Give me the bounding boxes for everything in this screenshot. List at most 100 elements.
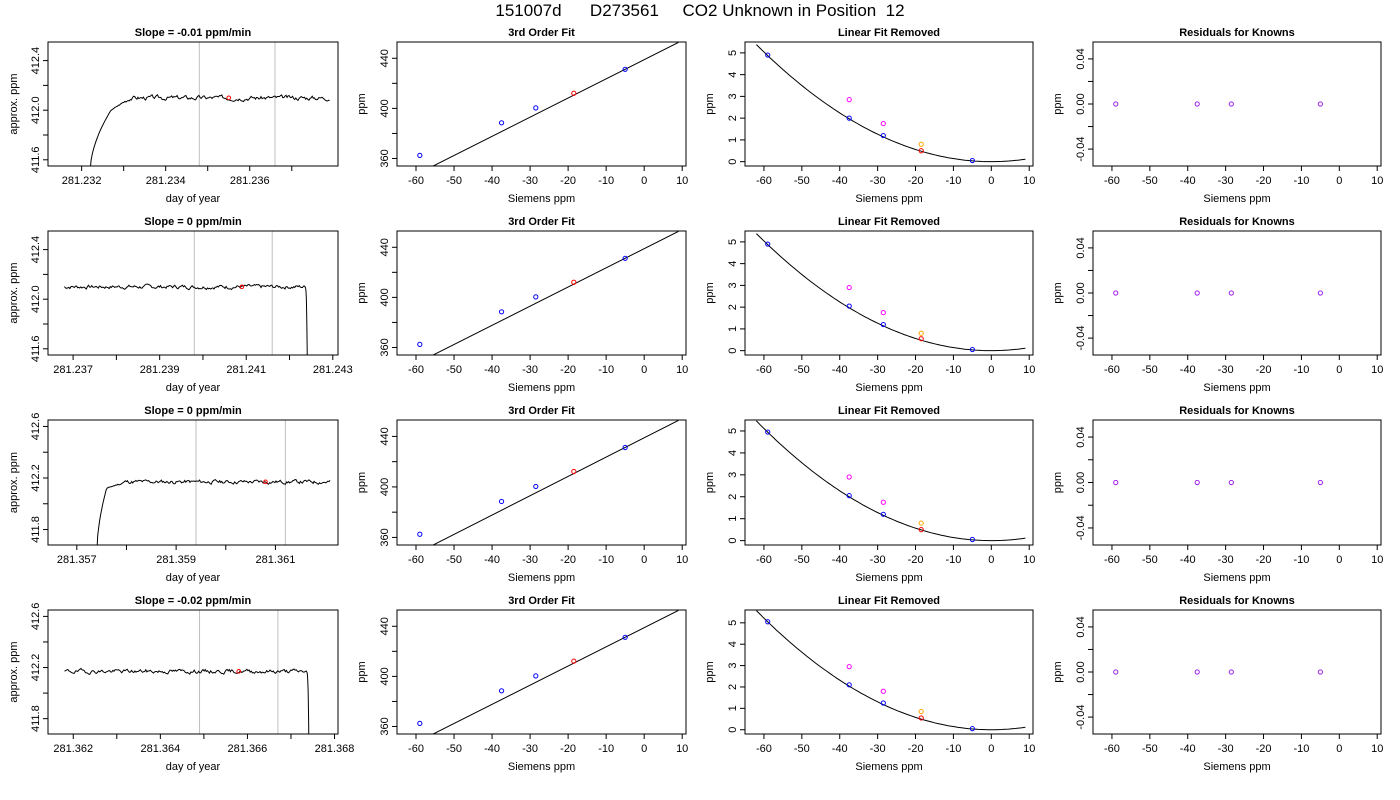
y-tick-label: 412.4 (30, 236, 42, 264)
data-point-purple (1317, 101, 1323, 107)
x-axis-label: Siemens ppm (508, 193, 575, 205)
x-axis-label: Siemens ppm (508, 761, 575, 773)
x-tick-label: -30 (522, 175, 538, 187)
y-tick-label: 0 (727, 159, 739, 165)
x-tick-label: -60 (756, 364, 772, 376)
x-tick-label: -60 (756, 175, 772, 187)
plot-frame (47, 230, 339, 356)
y-tick-label: 400 (379, 99, 391, 117)
data-point-red (571, 90, 577, 96)
data-point-purple (1194, 669, 1200, 675)
x-axis-label: Siemens ppm (1203, 193, 1270, 205)
data-point-purple (1317, 479, 1323, 486)
x-tick-label: 281.243 (313, 364, 353, 376)
x-tick-label: -20 (560, 554, 576, 566)
x-tick-label: -20 (560, 175, 576, 187)
data-point-magenta (880, 499, 886, 505)
data-point-red (918, 527, 924, 533)
plot-frame (396, 609, 687, 735)
data-point-purple (1194, 101, 1200, 107)
y-tick-label: 1 (727, 516, 739, 522)
fit-line (432, 610, 679, 734)
x-tick-label: 281.359 (156, 554, 196, 566)
data-point-purple (1194, 290, 1200, 296)
x-tick-label: -20 (908, 175, 924, 187)
y-tick-label: 5 (727, 620, 739, 626)
x-tick-label: -20 (908, 743, 924, 755)
y-tick-label: 412.2 (30, 464, 42, 492)
plot-frame (1092, 419, 1382, 546)
y-axis-label: ppm (704, 472, 716, 493)
x-tick-label: -10 (1293, 743, 1309, 755)
y-tick-label: 0.04 (1075, 48, 1087, 69)
plot-frame (396, 419, 687, 546)
y-tick-label: 4 (727, 72, 739, 78)
page-title: 151007d D273561 CO2 Unknown in Position … (495, 1, 905, 20)
plot-frame (1092, 609, 1382, 735)
x-tick-label: -60 (408, 554, 424, 566)
chart-title: Linear Fit Removed (838, 27, 940, 39)
x-tick-label: -40 (484, 364, 500, 376)
x-tick-label: -10 (598, 554, 614, 566)
y-tick-label: 4 (727, 450, 739, 456)
y-tick-label: 4 (727, 261, 739, 267)
data-point-blue (846, 682, 852, 688)
x-tick-label: 0 (1336, 364, 1342, 376)
x-tick-label: -10 (1293, 554, 1309, 566)
data-point-blue (498, 309, 505, 315)
chart-title: Residuals for Knowns (1179, 595, 1295, 607)
chart-title: Slope = -0.01 ppm/min (135, 27, 252, 39)
plot-marks (1113, 290, 1323, 296)
chart-title: Slope = 0 ppm/min (144, 216, 242, 228)
y-tick-label: 411.6 (30, 335, 42, 362)
data-point-blue (969, 157, 975, 164)
chart-title: 3rd Order Fit (508, 216, 575, 228)
data-trace-line (64, 283, 308, 355)
x-tick-label: -10 (598, 364, 614, 376)
y-tick-label: -0.04 (1075, 326, 1087, 351)
x-tick-label: 10 (676, 743, 688, 755)
y-axis-label: ppm (1052, 472, 1064, 493)
data-point-purple (1194, 479, 1200, 486)
data-point-blue (417, 341, 423, 347)
y-axis-label: approx. ppm (8, 641, 20, 702)
y-axis-label: ppm (356, 282, 368, 303)
data-point-blue (880, 132, 886, 139)
x-tick-label: -50 (794, 175, 810, 187)
x-tick-label: 10 (1023, 175, 1035, 187)
x-tick-label: 10 (1023, 743, 1035, 755)
x-tick-label: -60 (408, 743, 424, 755)
x-tick-label: 0 (641, 175, 647, 187)
data-point-blue (533, 294, 539, 300)
data-point-blue (498, 498, 505, 505)
x-tick-label: -60 (1104, 554, 1120, 566)
x-tick-label: -40 (1180, 554, 1196, 566)
data-trace-line (90, 94, 330, 166)
y-axis-label: ppm (356, 93, 368, 114)
fit-curve (756, 233, 1026, 352)
y-tick-label: 412.6 (30, 413, 42, 441)
x-tick-label: -30 (1218, 743, 1234, 755)
y-tick-label: 412.0 (30, 96, 42, 124)
y-axis-label: ppm (356, 472, 368, 493)
x-tick-label: -40 (1180, 743, 1196, 755)
x-tick-label: 10 (1371, 175, 1383, 187)
x-axis-label: day of year (166, 382, 221, 394)
y-axis-label: approx. ppm (8, 262, 20, 323)
x-axis-label: Siemens ppm (1203, 382, 1270, 394)
data-point-orange (918, 141, 924, 147)
x-tick-label: -30 (1218, 554, 1234, 566)
x-tick-label: -10 (945, 554, 961, 566)
data-point-blue (417, 720, 423, 726)
plot-frame (396, 41, 687, 167)
x-tick-label: 281.239 (140, 364, 180, 376)
x-tick-label: -50 (794, 364, 810, 376)
data-point-purple (1228, 290, 1234, 296)
plot-frame (744, 230, 1034, 356)
chart-title: Slope = -0.02 ppm/min (135, 595, 252, 607)
x-axis-label: Siemens ppm (508, 382, 575, 394)
x-tick-label: -20 (1256, 175, 1272, 187)
y-tick-label: 412.6 (30, 603, 42, 631)
x-tick-label: 10 (676, 364, 688, 376)
y-tick-label: 0.04 (1075, 616, 1087, 637)
